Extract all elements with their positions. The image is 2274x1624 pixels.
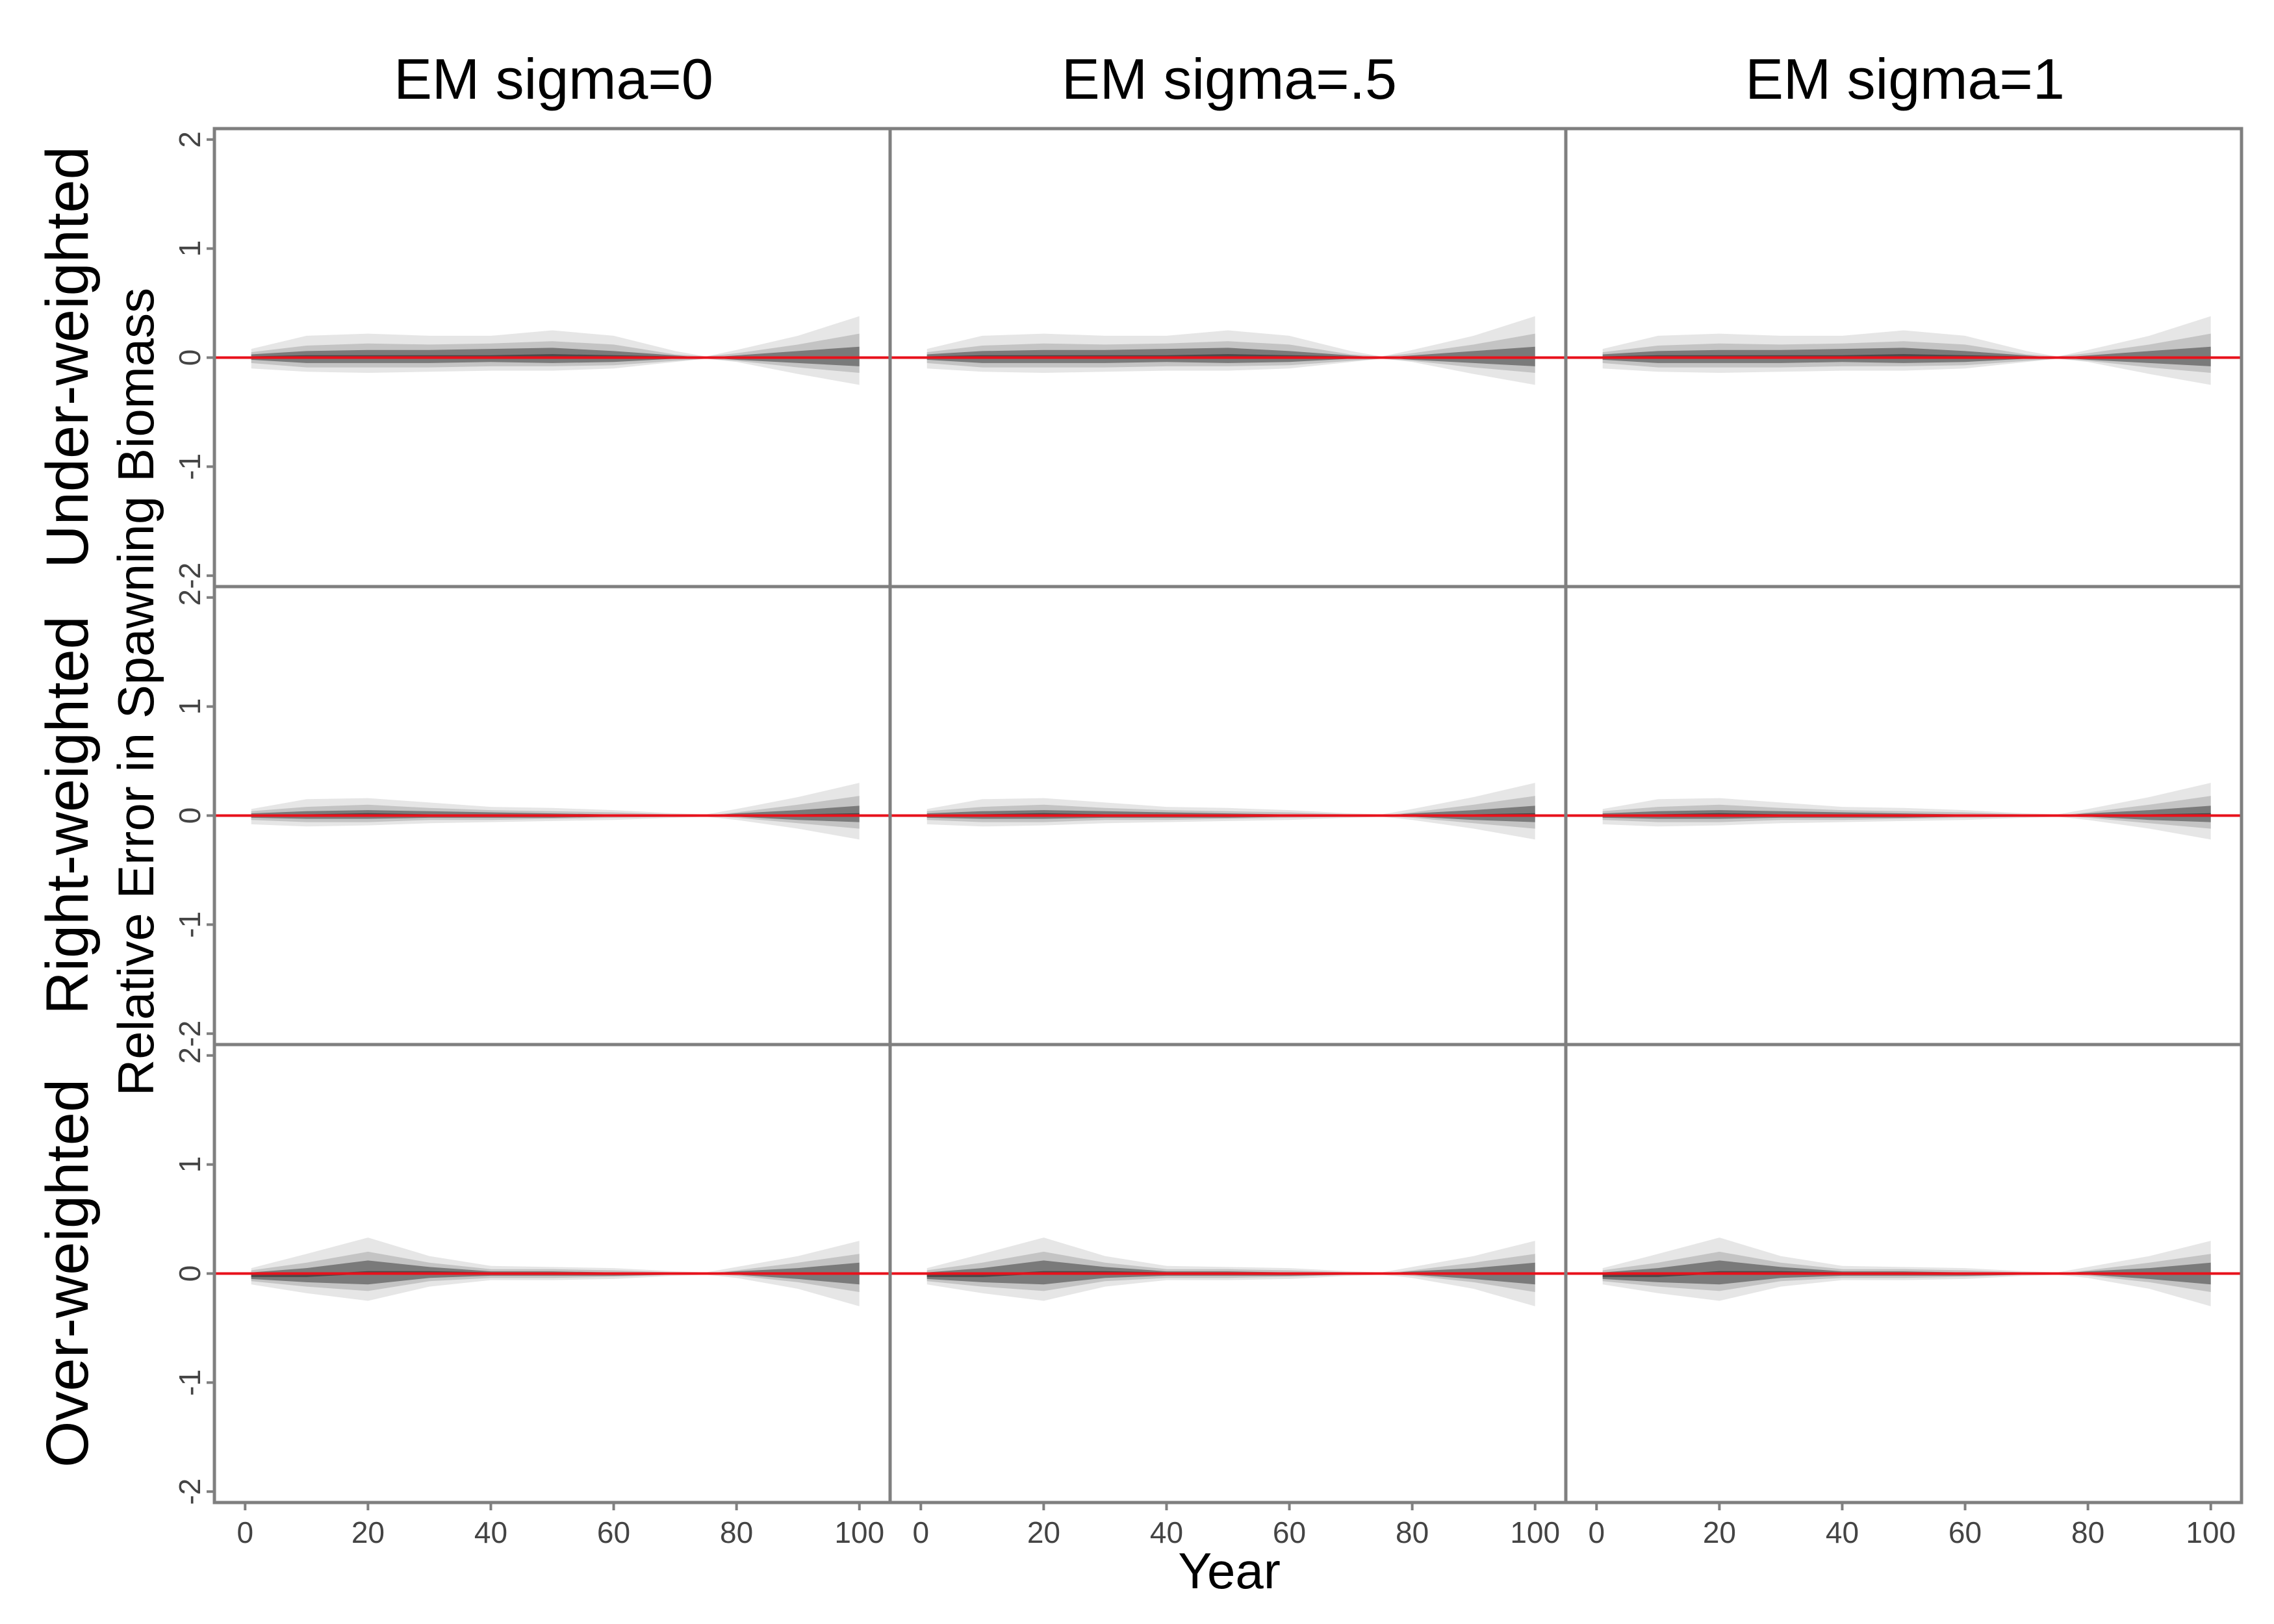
quantile-band-2 xyxy=(1602,796,2211,829)
column-titles: EM sigma=0 EM sigma=.5 EM sigma=1 xyxy=(394,47,2065,111)
panel-right-weighted-sigma-1 xyxy=(1564,585,2243,1047)
x-tick-label: 100 xyxy=(1510,1516,1560,1549)
x-tick-label: 20 xyxy=(351,1516,385,1549)
x-tick-label: 40 xyxy=(474,1516,507,1549)
y-tick-label: 2 xyxy=(173,589,207,606)
panel-right-weighted-sigma-05 xyxy=(888,585,1568,1047)
panel-under-weighted-sigma-0 xyxy=(212,127,892,589)
y-tick-label: 1 xyxy=(173,1156,207,1173)
y-tick-label: 2 xyxy=(173,131,207,148)
row-title-right-weighted: Right-weighted xyxy=(34,616,101,1015)
x-axis-title: Year xyxy=(1178,1542,1281,1599)
y-tick-label: -2 xyxy=(173,1021,207,1047)
quantile-band-3 xyxy=(926,806,1535,822)
quantile-band-2 xyxy=(926,796,1535,829)
x-tick-label: 0 xyxy=(1589,1516,1605,1549)
panel-over-weighted-sigma-1 xyxy=(1564,1043,2243,1504)
x-tick-label: 20 xyxy=(1027,1516,1060,1549)
x-tick-label: 100 xyxy=(2186,1516,2236,1549)
quantile-band-1 xyxy=(926,783,1535,840)
panel-under-weighted-sigma-1 xyxy=(1564,127,2243,589)
column-title-sigma-0: EM sigma=0 xyxy=(394,47,713,111)
column-title-sigma-1: EM sigma=1 xyxy=(1745,47,2065,111)
y-tick-label: -1 xyxy=(173,911,207,938)
y-tick-label: 2 xyxy=(173,1047,207,1064)
panel-right-weighted-sigma-0 xyxy=(212,585,892,1047)
x-tick-label: 60 xyxy=(597,1516,630,1549)
y-tick-label: -1 xyxy=(173,453,207,480)
y-tick-label: -2 xyxy=(173,563,207,589)
x-tick-label: 40 xyxy=(1826,1516,1859,1549)
panel-grid xyxy=(212,127,2243,1504)
y-tick-label: 0 xyxy=(173,1265,207,1282)
y-tick-label: 1 xyxy=(173,240,207,257)
panel-over-weighted-sigma-05 xyxy=(888,1043,1568,1504)
quantile-band-1 xyxy=(251,783,860,840)
x-tick-label: 20 xyxy=(1703,1516,1736,1549)
panel-under-weighted-sigma-05 xyxy=(888,127,1568,589)
x-tick-label: 0 xyxy=(237,1516,254,1549)
y-tick-label: 1 xyxy=(173,698,207,715)
y-tick-label: 0 xyxy=(173,807,207,824)
y-tick-label: -1 xyxy=(173,1369,207,1396)
panel-border xyxy=(1564,1043,2243,1504)
x-tick-label: 60 xyxy=(1273,1516,1306,1549)
y-axis-title: Relative Error in Spawning Biomass xyxy=(107,288,164,1096)
y-tick-label: -2 xyxy=(173,1478,207,1505)
quantile-band-1 xyxy=(1602,783,2211,840)
row-titles: Under-weighted Right-weighted Over-weigh… xyxy=(34,146,101,1467)
x-tick-label: 60 xyxy=(1948,1516,1982,1549)
x-tick-label: 40 xyxy=(1150,1516,1183,1549)
x-axes: 0 20 40 60 80 100 0 20 40 60 80 100 0 20 40 60 80 100 xyxy=(237,1503,2236,1549)
column-title-sigma-05: EM sigma=.5 xyxy=(1062,47,1397,111)
panel-over-weighted-sigma-0 xyxy=(212,1043,892,1504)
x-tick-label: 80 xyxy=(2071,1516,2104,1549)
quantile-band-3 xyxy=(251,806,860,822)
x-tick-label: 80 xyxy=(720,1516,753,1549)
y-tick-label: 0 xyxy=(173,349,207,366)
row-title-over-weighted: Over-weighted xyxy=(34,1079,101,1467)
quantile-band-3 xyxy=(1602,806,2211,822)
row-title-under-weighted: Under-weighted xyxy=(34,146,101,568)
quantile-band-2 xyxy=(251,796,860,829)
x-tick-label: 0 xyxy=(913,1516,930,1549)
x-tick-label: 80 xyxy=(1396,1516,1429,1549)
x-tick-label: 100 xyxy=(834,1516,884,1549)
